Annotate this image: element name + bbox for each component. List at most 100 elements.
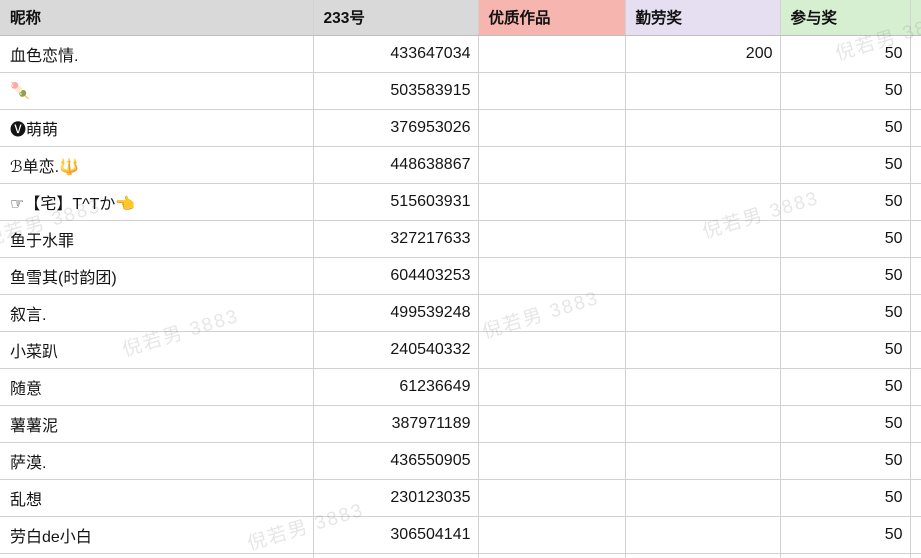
cell-nickname[interactable]: 劳白de小白 [0, 515, 314, 554]
cell-qq[interactable]: 240540332 [312, 330, 479, 369]
cell-quality[interactable] [477, 478, 626, 517]
cell-qq[interactable]: 448638867 [312, 145, 479, 184]
column-header-qq[interactable]: 233号 [312, 0, 479, 36]
cell-quality[interactable] [477, 515, 626, 554]
cell-quality[interactable] [477, 182, 626, 221]
cell-nickname[interactable]: 鱼于水罪 [0, 219, 314, 258]
cell-extra[interactable] [909, 478, 921, 517]
column-header-quality[interactable]: 优质作品 [477, 0, 626, 36]
cell-participation[interactable]: 50 [779, 71, 911, 110]
cell-diligence[interactable] [624, 293, 781, 332]
cell-nickname[interactable]: 鱼雪其(时韵团) [0, 256, 314, 295]
cell-quality[interactable] [477, 330, 626, 369]
cell-quality[interactable] [477, 108, 626, 147]
cell-qq[interactable]: 436550905 [312, 441, 479, 480]
cell-nickname[interactable]: 乱想 [0, 478, 314, 517]
cell-nickname[interactable]: 叙言. [0, 293, 314, 332]
cell-diligence[interactable] [624, 145, 781, 184]
cell-empty[interactable] [477, 552, 626, 558]
cell-nickname[interactable]: 萨漠. [0, 441, 314, 480]
column-header-participation[interactable]: 参与奖 [779, 0, 911, 36]
cell-diligence[interactable] [624, 515, 781, 554]
cell-extra[interactable] [909, 256, 921, 295]
cell-empty[interactable] [909, 552, 921, 558]
cell-participation[interactable]: 50 [779, 404, 911, 443]
cell-participation[interactable]: 50 [779, 330, 911, 369]
cell-extra[interactable] [909, 515, 921, 554]
column-header-extra[interactable] [909, 0, 921, 36]
cell-empty[interactable] [779, 552, 911, 558]
cell-diligence[interactable] [624, 478, 781, 517]
cell-nickname[interactable]: 随意 [0, 367, 314, 406]
cell-diligence[interactable] [624, 182, 781, 221]
cell-qq[interactable]: 376953026 [312, 108, 479, 147]
cell-nickname[interactable]: 血色恋情. [0, 34, 314, 73]
cell-nickname[interactable]: 小菜趴 [0, 330, 314, 369]
cell-diligence[interactable] [624, 367, 781, 406]
cell-participation[interactable]: 50 [779, 367, 911, 406]
cell-quality[interactable] [477, 145, 626, 184]
cell-diligence[interactable] [624, 441, 781, 480]
header-row: 昵称 233号 优质作品 勤劳奖 参与奖 [0, 0, 921, 36]
cell-extra[interactable] [909, 330, 921, 369]
cell-diligence[interactable] [624, 71, 781, 110]
cell-empty[interactable] [0, 552, 314, 558]
cell-participation[interactable]: 50 [779, 293, 911, 332]
cell-extra[interactable] [909, 441, 921, 480]
cell-qq[interactable]: 499539248 [312, 293, 479, 332]
cell-nickname[interactable]: ☞【宅】T^Tか👈 [0, 182, 314, 221]
cell-diligence[interactable] [624, 108, 781, 147]
cell-qq[interactable]: 433647034 [312, 34, 479, 73]
cell-extra[interactable] [909, 293, 921, 332]
cell-participation[interactable]: 50 [779, 34, 911, 73]
cell-extra[interactable] [909, 404, 921, 443]
cell-nickname[interactable]: ℬ单恋.🔱 [0, 145, 314, 184]
cell-quality[interactable] [477, 367, 626, 406]
table-row: 薯薯泥 387971189 50 [0, 404, 921, 443]
cell-qq[interactable]: 306504141 [312, 515, 479, 554]
cell-empty[interactable] [624, 552, 781, 558]
cell-qq[interactable]: 230123035 [312, 478, 479, 517]
cell-diligence[interactable]: 200 [624, 34, 781, 73]
cell-quality[interactable] [477, 441, 626, 480]
cell-diligence[interactable] [624, 256, 781, 295]
cell-qq[interactable]: 327217633 [312, 219, 479, 258]
cell-diligence[interactable] [624, 404, 781, 443]
cell-participation[interactable]: 50 [779, 256, 911, 295]
cell-extra[interactable] [909, 219, 921, 258]
cell-participation[interactable]: 50 [779, 515, 911, 554]
column-header-nickname[interactable]: 昵称 [0, 0, 314, 36]
cell-empty[interactable] [312, 552, 479, 558]
cell-diligence[interactable] [624, 330, 781, 369]
cell-qq[interactable]: 515603931 [312, 182, 479, 221]
cell-participation[interactable]: 50 [779, 182, 911, 221]
cell-extra[interactable] [909, 71, 921, 110]
cell-participation[interactable]: 50 [779, 145, 911, 184]
cell-extra[interactable] [909, 367, 921, 406]
cell-quality[interactable] [477, 34, 626, 73]
cell-nickname[interactable]: 🍡 [0, 71, 314, 110]
cell-participation[interactable]: 50 [779, 108, 911, 147]
cell-quality[interactable] [477, 219, 626, 258]
cell-participation[interactable]: 50 [779, 219, 911, 258]
cell-quality[interactable] [477, 71, 626, 110]
table-row: 小菜趴 240540332 50 [0, 330, 921, 369]
cell-participation[interactable]: 50 [779, 441, 911, 480]
cell-extra[interactable] [909, 145, 921, 184]
cell-qq[interactable]: 61236649 [312, 367, 479, 406]
cell-extra[interactable] [909, 34, 921, 73]
cell-qq[interactable]: 604403253 [312, 256, 479, 295]
cell-extra[interactable] [909, 108, 921, 147]
cell-qq[interactable]: 503583915 [312, 71, 479, 110]
table-body: 血色恋情. 433647034 200 50 🍡 503583915 50 🅥萌萌 376953… [0, 34, 921, 558]
cell-qq[interactable]: 387971189 [312, 404, 479, 443]
cell-nickname[interactable]: 薯薯泥 [0, 404, 314, 443]
cell-diligence[interactable] [624, 219, 781, 258]
cell-participation[interactable]: 50 [779, 478, 911, 517]
cell-quality[interactable] [477, 404, 626, 443]
cell-extra[interactable] [909, 182, 921, 221]
column-header-diligence[interactable]: 勤劳奖 [624, 0, 781, 36]
cell-nickname[interactable]: 🅥萌萌 [0, 108, 314, 147]
cell-quality[interactable] [477, 256, 626, 295]
cell-quality[interactable] [477, 293, 626, 332]
